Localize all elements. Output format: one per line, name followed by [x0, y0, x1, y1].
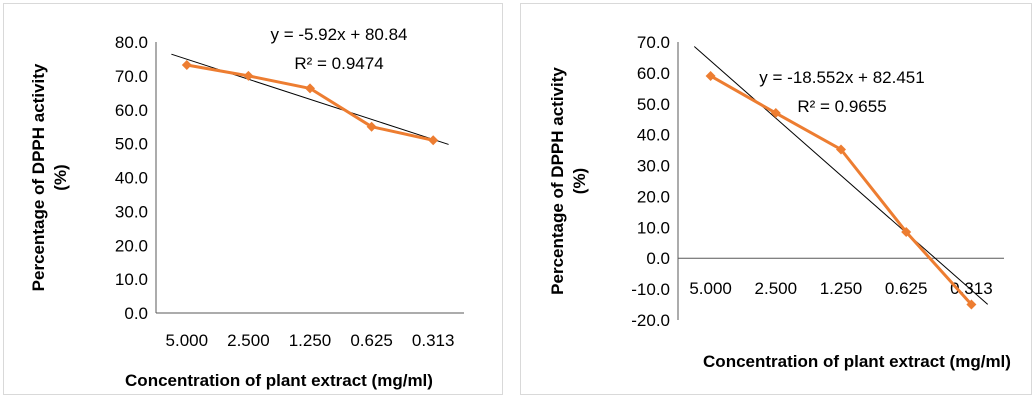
- x-tick-label: 2.500: [755, 279, 798, 298]
- y-tick-label: 60.0: [115, 101, 148, 120]
- data-point-marker: [770, 108, 781, 119]
- r-squared-label: R² = 0.9474: [294, 54, 383, 73]
- y-tick-label: 70.0: [115, 67, 148, 86]
- x-tick-label: 0.625: [350, 331, 393, 350]
- trendline: [693, 46, 989, 305]
- series-line: [186, 63, 434, 142]
- x-tick-label: 5.000: [689, 279, 732, 298]
- x-axis-title: Concentration of plant extract (mg/ml): [125, 371, 433, 390]
- dpph-chart-left: 0.0 10.0 20.0 30.0 40.0 50.0 60.0 70.0 80.0 5.00…: [29, 25, 464, 390]
- data-point-marker: [901, 226, 912, 237]
- x-tick-label: 1.250: [289, 331, 332, 350]
- trendline-equation: y = -5.92x + 80.84: [270, 25, 407, 44]
- x-tick-label: 2.500: [227, 331, 270, 350]
- y-tick-labels: 0.0 10.0 20.0 30.0 40.0 50.0 60.0 70.0 80.0: [115, 33, 148, 323]
- data-point-marker: [705, 70, 716, 81]
- y-tick-label: 60.0: [637, 64, 670, 83]
- y-tick-label: 10.0: [637, 218, 670, 237]
- y-tick-label: 0.0: [124, 304, 148, 323]
- y-tick-label: 20.0: [637, 187, 670, 206]
- chart-panel-left: 0.0 10.0 20.0 30.0 40.0 50.0 60.0 70.0 80.0 5.00…: [3, 3, 503, 395]
- dpph-chart-right: -20.0 -10.0 0.0 10.0 20.0 30.0 40.0 50.0 60.0 70.…: [548, 33, 1011, 371]
- y-tick-label: 80.0: [115, 33, 148, 52]
- x-axis-title: Concentration of plant extract (mg/ml): [703, 352, 1011, 371]
- data-point-marker: [243, 70, 254, 81]
- x-tick-label: 1.250: [820, 279, 863, 298]
- data-point-marker: [836, 144, 846, 155]
- chart-panel-right: -20.0 -10.0 0.0 10.0 20.0 30.0 40.0 50.0 60.0 70.…: [520, 3, 1032, 395]
- y-tick-label: 50.0: [637, 95, 670, 114]
- x-tick-label: 5.000: [166, 331, 209, 350]
- data-point-marker: [966, 299, 977, 310]
- y-tick-label: -20.0: [631, 311, 670, 330]
- x-tick-label: 0.625: [885, 279, 928, 298]
- data-point-marker: [181, 60, 192, 71]
- y-tick-label: 40.0: [115, 169, 148, 188]
- y-tick-label: 30.0: [115, 202, 148, 221]
- y-tick-label: -10.0: [631, 280, 670, 299]
- data-point-marker: [366, 121, 377, 132]
- y-tick-label: 0.0: [646, 249, 670, 268]
- x-tick-label: 0.313: [412, 331, 455, 350]
- y-tick-label: 40.0: [637, 126, 670, 145]
- data-points: [705, 70, 977, 310]
- y-tick-label: 70.0: [637, 33, 670, 52]
- x-tick-labels: 5.000 2.500 1.250 0.625 0.313: [166, 331, 455, 350]
- y-tick-label: 30.0: [637, 157, 670, 176]
- y-tick-label: 10.0: [115, 270, 148, 289]
- trendline-equation: y = -18.552x + 82.451: [759, 68, 924, 87]
- x-tick-labels: 5.000 2.500 1.250 0.625 0.313: [689, 279, 992, 298]
- r-squared-label: R² = 0.9655: [797, 97, 886, 116]
- data-point-marker: [305, 83, 315, 94]
- y-axis-title: Percentage of DPPH activity (%): [548, 67, 589, 295]
- y-axis-title: Percentage of DPPH activity (%): [29, 63, 70, 291]
- y-tick-label: 20.0: [115, 236, 148, 255]
- data-point-marker: [428, 135, 439, 146]
- data-points: [181, 60, 439, 146]
- y-tick-labels: -20.0 -10.0 0.0 10.0 20.0 30.0 40.0 50.0 60.0 70.…: [631, 33, 670, 330]
- y-tick-label: 50.0: [115, 135, 148, 154]
